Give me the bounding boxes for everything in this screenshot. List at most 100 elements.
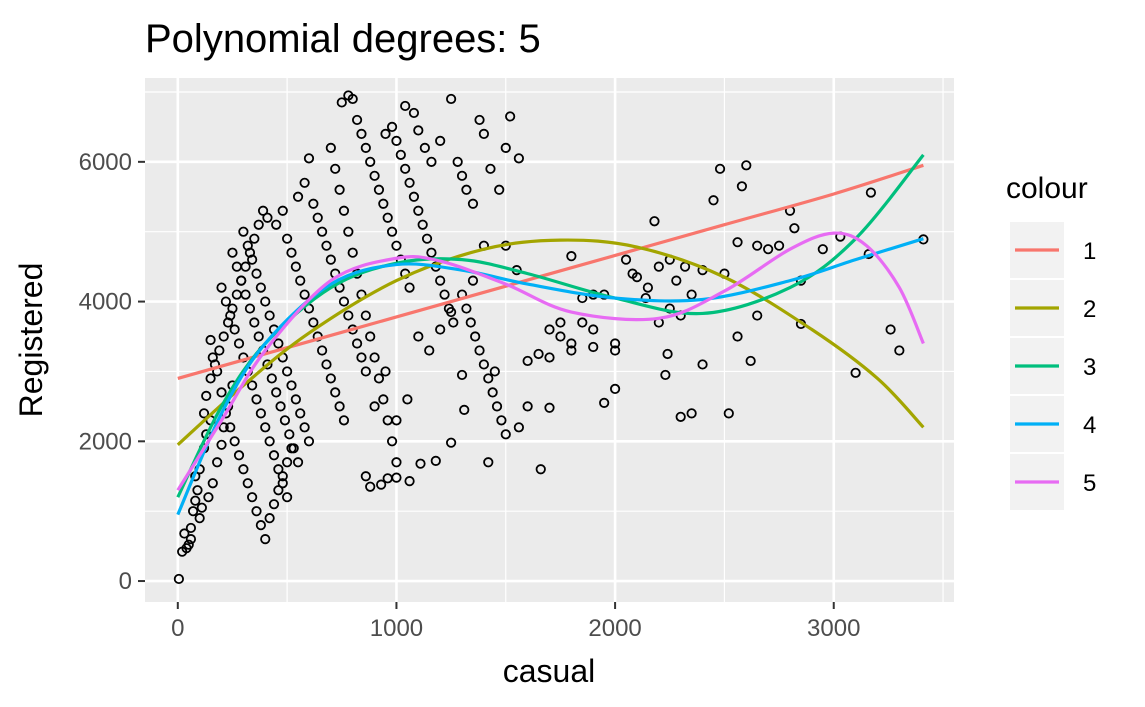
data-point [588,324,599,335]
data-point [365,156,376,167]
data-point [295,275,306,286]
data-point [544,324,555,335]
data-point [292,457,304,468]
data-point [218,422,229,433]
fit-line-degree-1 [177,163,924,380]
legend-title: colour [1006,172,1088,205]
data-point [426,156,437,167]
data-point [227,247,238,258]
data-point [257,205,269,216]
legend-label: 5 [1083,470,1096,497]
data-point [413,205,424,216]
data-point [376,479,387,490]
data-point [255,408,266,419]
data-point [360,366,371,377]
data-point [343,226,354,237]
data-point [745,355,756,367]
data-point [487,387,498,398]
data-point [286,247,297,258]
y-tick-label: 2000 [79,428,132,455]
data-point [446,93,457,105]
data-point [284,429,295,440]
data-point [413,125,424,136]
data-point [321,240,332,251]
data-point [233,450,245,461]
data-point [356,352,367,363]
data-point [566,338,577,349]
data-point [566,345,577,356]
data-point [500,142,511,153]
data-point [599,397,610,408]
data-point [242,240,253,251]
legend: colour 1 2 3 4 5 [1006,172,1096,510]
data-point [373,373,385,384]
data-point [789,223,800,234]
data-point [555,331,566,342]
data-point [188,506,199,517]
data-point [179,528,190,539]
data-point [360,142,371,153]
data-point [588,341,599,353]
x-axis-ticks: 0 1000 2000 3000 [171,602,860,642]
data-point [391,135,402,146]
y-axis-ticks: 0 2000 4000 6000 [79,149,145,595]
data-point [448,317,459,328]
data-point [262,212,273,223]
data-point [522,355,533,367]
data-point [231,261,242,272]
data-point [535,464,546,475]
data-point [185,522,197,534]
data-point [686,408,697,419]
data-point [233,338,245,349]
data-point [467,198,479,209]
data-point [321,359,332,370]
scatter-points [173,90,929,585]
data-point [303,153,315,164]
data-point [207,352,218,363]
legend-label: 3 [1083,354,1096,381]
data-point [380,366,391,377]
data-point [205,334,216,346]
data-point [465,317,476,328]
data-point [264,310,275,321]
data-point [496,415,507,426]
legend-label: 2 [1083,296,1096,323]
data-point [277,478,288,489]
grid-minor [145,78,954,602]
data-point [290,261,301,272]
data-point [260,534,271,545]
data-point [268,499,280,510]
data-point [369,352,380,363]
x-axis-title: casual [503,653,596,689]
data-point [282,366,293,377]
data-point [391,240,402,251]
data-point [347,247,358,258]
data-point [662,348,673,360]
data-point [268,450,280,461]
data-point [271,219,282,230]
data-point [736,181,748,192]
data-point [491,401,503,412]
data-point [430,455,441,466]
fit-lines [176,153,925,516]
data-point [338,296,350,307]
data-point [708,195,719,206]
data-point [415,458,426,469]
data-point [660,369,671,381]
data-point [452,156,463,167]
data-point [225,310,236,321]
data-point [732,331,743,342]
data-point [273,464,284,475]
data-point [391,472,402,483]
data-point [216,387,227,398]
fit-line-degree-2 [176,238,925,446]
data-point [308,198,319,209]
legend-label: 4 [1083,412,1096,439]
data-point [216,282,227,293]
data-point [325,142,336,153]
data-point [365,331,376,342]
data-point [247,254,258,265]
data-point [369,401,380,412]
data-point [273,485,284,496]
